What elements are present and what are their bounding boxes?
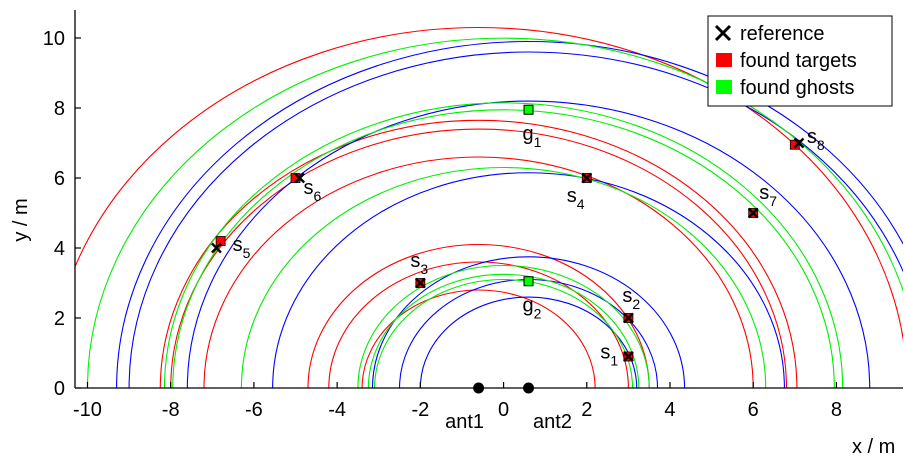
legend-marker-targets	[716, 53, 732, 67]
x-tick-label: 8	[831, 399, 842, 421]
antenna-label: ant1	[445, 411, 484, 433]
range-circle-red-7	[75, 27, 903, 342]
antenna-marker	[473, 382, 485, 394]
range-circle-blue-1	[419, 296, 638, 388]
reference-marker	[747, 207, 759, 219]
x-tick-label: 6	[748, 399, 759, 421]
ghost-label: g1	[523, 123, 542, 150]
range-circle-green-4	[240, 167, 767, 388]
target-label: s1	[600, 342, 618, 369]
x-tick-label: -10	[73, 399, 102, 421]
range-circle-green-2	[367, 273, 640, 388]
range-circle-green-6	[163, 102, 844, 388]
y-tick-label: 2	[54, 308, 65, 330]
x-tick-label: 2	[581, 399, 592, 421]
target-label: s5	[233, 234, 251, 261]
reference-marker	[414, 277, 426, 289]
x-tick-label: -4	[328, 399, 346, 421]
legend-label: found targets	[740, 50, 857, 72]
reference-marker	[623, 312, 634, 324]
markers	[211, 104, 805, 394]
x-tick-label: -2	[411, 399, 429, 421]
reference-marker	[211, 242, 222, 254]
legend-label: reference	[740, 23, 825, 45]
range-circle-green-7	[86, 37, 903, 388]
target-label: s3	[410, 250, 428, 277]
range-circle-green-3	[357, 264, 650, 388]
reference-marker	[581, 172, 593, 184]
range-circle-red-3	[307, 243, 650, 388]
ghost-label: g2	[523, 294, 542, 321]
y-axis-label: y / m	[10, 198, 32, 241]
legend: reference found targets found ghosts	[707, 15, 893, 107]
reference-marker	[294, 172, 306, 184]
y-tick-label: 6	[54, 168, 65, 190]
legend-label: found ghosts	[740, 77, 855, 99]
reference-marker	[793, 137, 805, 149]
range-circle-blue-3	[371, 256, 686, 388]
y-tick-label: 8	[54, 98, 65, 120]
x-axis-label: x / m	[852, 436, 895, 458]
range-circle-red-6	[159, 120, 798, 388]
x-tick-label: -8	[162, 399, 180, 421]
antenna-marker	[523, 382, 535, 394]
x-tick-label: -6	[245, 399, 263, 421]
y-tick-label: 10	[43, 28, 65, 50]
legend-marker-reference	[714, 24, 732, 42]
target-label: s6	[304, 177, 322, 204]
y-tick-label: 4	[54, 238, 65, 260]
x-tick-label: 0	[498, 399, 509, 421]
range-circle-green-1	[374, 279, 634, 388]
legend-marker-ghosts	[716, 80, 732, 94]
found-ghost-marker	[523, 276, 534, 287]
target-label: s2	[622, 285, 640, 312]
range-circle-green-5	[172, 109, 835, 388]
reference-marker	[623, 351, 634, 362]
x-tick-label: 4	[664, 399, 675, 421]
range-circle-red-5	[170, 128, 788, 388]
target-label: s7	[759, 182, 777, 209]
range-circle-blue-5	[128, 51, 903, 388]
found-ghost-marker	[523, 104, 534, 115]
antenna-label: ant2	[533, 411, 572, 433]
target-label: s4	[567, 185, 585, 212]
y-tick-label: 0	[54, 378, 65, 400]
legend-box	[707, 15, 893, 107]
range-circle-red-1	[361, 289, 596, 388]
range-circle-blue-7	[186, 100, 871, 388]
range-circle-blue-4	[272, 172, 785, 388]
range-circle-red-4	[203, 156, 754, 388]
axes: -10 -8 -6 -4 -2 0 2 4 6 8 0 2 4 6 8 10	[43, 10, 903, 421]
